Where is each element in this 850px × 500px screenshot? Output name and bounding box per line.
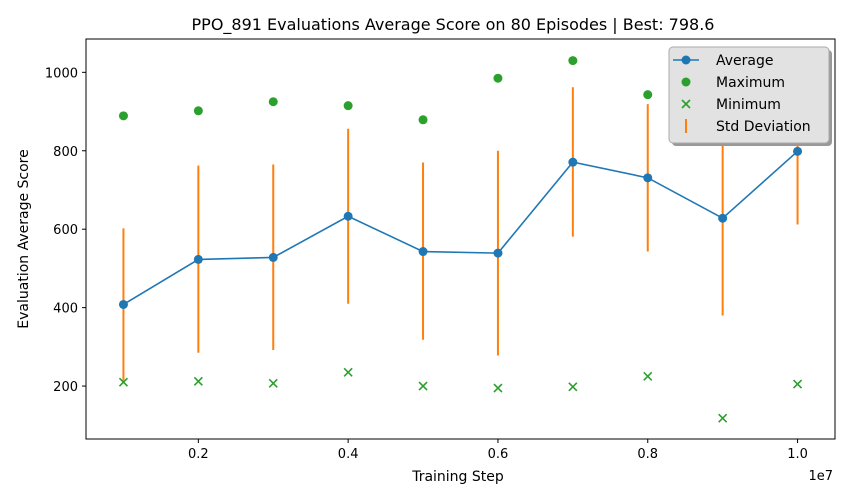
minimum-marker-stroke [343,367,353,377]
average-point [793,146,803,156]
minimum-point [268,378,278,388]
legend-label: Average [716,53,774,69]
legend-box [668,46,830,144]
legend-label: Maximum [716,75,785,91]
y-axis-label: Evaluation Average Score [16,149,32,328]
y-tick-label: 1000 [45,66,78,81]
axis-ticks: 0.2 0.4 0.6 0.8 1.0 200 400 600 800 1000 [45,66,808,462]
legend-label: Minimum [716,97,781,113]
axes-frame [85,38,836,440]
average-point [493,248,503,258]
maximum-point [193,106,203,116]
minimum-marker-stroke [193,376,203,386]
y-tick-label: 400 [53,302,78,317]
minimum-point [792,379,803,389]
average-point [118,299,128,309]
x-tick-label: 0.2 [188,447,209,462]
x-axis-label: Training Step [411,469,504,485]
maximum-point [568,56,578,66]
average-point [193,254,203,264]
minimum-point [418,381,428,391]
maximum-point [643,90,653,100]
legend-average-marker [681,55,691,65]
legend-maximum-marker [681,77,691,87]
maximum-point [118,111,128,121]
x-tick-label: 0.8 [637,447,658,462]
minimum-point [568,382,578,392]
minimum-point [343,367,353,377]
minimum-marker-stroke [718,413,728,423]
chart-title: PPO_891 Evaluations Average Score on 80 … [192,15,715,35]
legend-label: Std Deviation [716,119,811,135]
x-offset-label: 1e7 [808,469,833,484]
minimum-point [193,376,203,386]
minimum-marker-stroke [568,382,578,392]
average-line [123,150,799,306]
y-tick-label: 200 [53,380,78,395]
minimum-point [118,377,129,387]
minimum-marker-stroke [493,383,503,393]
y-tick-label: 600 [53,223,78,238]
average-point [568,157,578,167]
minimum-marker-stroke [792,379,803,389]
maximum-point [268,97,278,107]
x-tick-label: 1.0 [787,447,808,462]
legend-minimum-marker [681,99,691,109]
x-tick-label: 0.4 [338,447,359,462]
minimum-point [643,371,653,381]
average-point [268,252,278,262]
x-tick-label: 0.6 [488,447,509,462]
maximum-point [493,73,503,83]
maximum-point [343,101,353,111]
maximum-point [418,115,428,125]
minimum-marker-stroke [418,381,428,391]
minimum-marker-stroke [268,378,278,388]
minimum-marker-stroke [118,377,129,387]
average-point [718,213,728,223]
minimum-point [493,383,503,393]
average-point [343,211,353,221]
y-tick-label: 800 [53,145,78,160]
minimum-point [718,413,728,423]
minimum-marker-stroke [643,371,653,381]
average-point [643,173,653,183]
average-point [418,247,428,257]
legend: Average Maximum Minimum Std Deviation [668,46,832,146]
